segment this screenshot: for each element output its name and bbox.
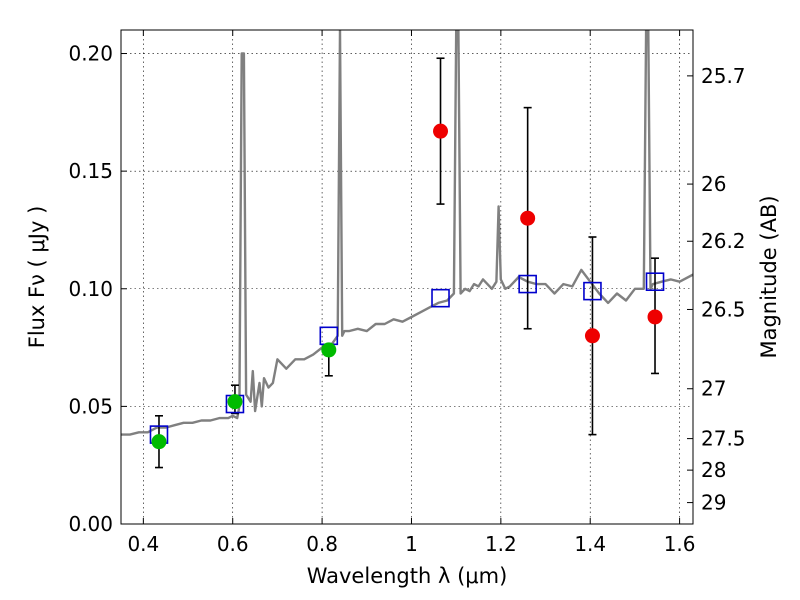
x-tick-label: 1.2: [485, 532, 517, 556]
red-data-point: [520, 210, 536, 226]
y-tick-label: 0.00: [68, 512, 113, 536]
mag-tick-label: 26.2: [701, 229, 746, 253]
tick-layer: 0.4 0.6 0.8 1 1.2 1.4 1.6 0.00 0.05 0.10 0.15 0.20 2…: [68, 30, 746, 556]
mag-tick-label: 27: [701, 377, 726, 401]
mag-tick-label: 28: [701, 458, 726, 482]
x-tick-label: 1.6: [664, 532, 696, 556]
point-marker-layer: [151, 123, 663, 450]
mag-tick-label: 25.7: [701, 64, 746, 88]
model-square-marker: [518, 274, 537, 294]
x-tick-label: 0.6: [217, 532, 249, 556]
mag-tick-label: 29: [701, 491, 726, 515]
x-tick-label: 0.8: [306, 532, 338, 556]
model-square-marker: [583, 281, 602, 301]
mag-tick-label: 26: [701, 172, 726, 196]
spectrum-line: [121, 30, 693, 436]
mag-tick-label: 27.5: [701, 427, 746, 451]
mag-tick-label: 26.5: [701, 297, 746, 321]
model-square-marker: [431, 288, 450, 308]
red-data-point: [584, 328, 600, 344]
green-data-point: [151, 434, 167, 450]
x-axis-label: Wavelength λ (μm): [307, 564, 508, 588]
x-tick-label: 1.4: [574, 532, 606, 556]
green-data-point: [227, 394, 243, 410]
model-square-marker: [645, 272, 665, 292]
plot-area: [121, 30, 693, 524]
red-data-point: [647, 309, 663, 325]
y-tick-label: 0.15: [68, 159, 113, 183]
plot-frame: [120, 29, 694, 525]
square-marker-layer: [149, 272, 665, 444]
y-tick-label: 0.20: [68, 42, 113, 66]
x-tick-label: 0.4: [127, 532, 159, 556]
red-data-point: [433, 123, 449, 139]
y-tick-label: 0.05: [68, 394, 113, 418]
y-tick-label: 0.10: [68, 277, 113, 301]
green-data-point: [321, 342, 337, 358]
x-tick-label: 1: [405, 532, 418, 556]
y2-axis-label: Magnitude (AB): [757, 195, 781, 358]
y-axis-label: Flux Fν ( μJy ): [25, 206, 49, 349]
spectrum-layer: [121, 30, 693, 436]
